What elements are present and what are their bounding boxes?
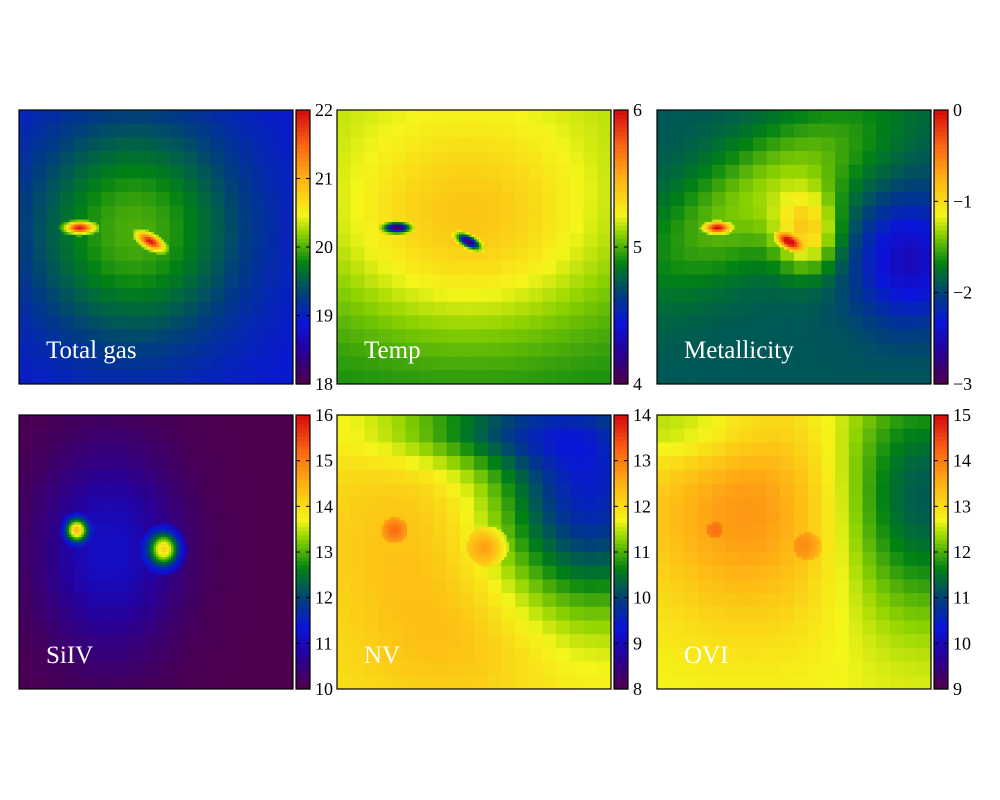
panel-label: Total gas (46, 337, 137, 364)
heatmap-image (337, 110, 611, 384)
panel-label: Metallicity (684, 337, 794, 364)
colorbar-tick-label: 11 (953, 588, 970, 608)
colorbar-tick-label: 10 (633, 588, 651, 608)
panel-1: Total gas 18 19 20 21 22 (18, 100, 333, 394)
colorbar-tick-label: 10 (953, 633, 971, 653)
panel-5: NV 8 9 10 11 12 13 14 (336, 405, 651, 699)
colorbar-tick-label: 11 (633, 542, 650, 562)
panel-frame (18, 414, 294, 690)
heatmap-image (19, 110, 293, 384)
colorbar-tick-label: 8 (633, 679, 642, 699)
panel-label: NV (364, 642, 400, 669)
colorbar-tick-label: 14 (633, 405, 651, 425)
colorbar-tick-label: 9 (633, 633, 642, 653)
colorbar-tick-label: −1 (953, 191, 972, 211)
panel-6: OVI 9 10 11 12 13 14 15 (656, 405, 971, 699)
colorbar-tick-label: −3 (953, 374, 972, 394)
panel-frame (18, 109, 294, 385)
colorbar-tick-label: 15 (953, 405, 971, 425)
heatmap-image (19, 415, 293, 689)
colorbar-tick-label: 6 (633, 100, 642, 120)
colorbar-tick-label: 21 (315, 169, 333, 189)
colorbar: 4 5 6 (613, 100, 642, 394)
panel-frame (336, 109, 612, 385)
colorbar-tick-label: 9 (953, 679, 962, 699)
panel-3: Metallicity −3 −2 −1 0 (656, 100, 972, 394)
colorbar-tick-label: 14 (953, 451, 971, 471)
panel-frame (656, 109, 932, 385)
colorbar: 18 19 20 21 22 (295, 100, 333, 394)
panel-label: SiIV (46, 642, 93, 669)
panel-4: SiIV 10 11 12 13 14 15 16 (18, 405, 333, 699)
panel-frame (336, 414, 612, 690)
panel-label: Temp (364, 337, 421, 364)
colorbar: −3 −2 −1 0 (933, 100, 972, 394)
colorbar-tick-label: 10 (315, 679, 333, 699)
heatmap-image (337, 415, 611, 689)
colorbar: 9 10 11 12 13 14 15 (933, 405, 971, 699)
colorbar-tick-label: 14 (315, 496, 333, 516)
heatmap-image (657, 415, 931, 689)
colorbar-tick-label: 12 (633, 496, 651, 516)
panel-2: Temp 4 5 6 (336, 100, 642, 394)
colorbar-tick-label: 13 (315, 542, 333, 562)
colorbar-tick-label: 0 (953, 100, 962, 120)
panel-label: OVI (684, 642, 728, 669)
heatmap-image (657, 110, 931, 384)
colorbar-tick-label: 13 (953, 496, 971, 516)
colorbar-tick-label: 11 (315, 633, 332, 653)
colorbar-tick-label: 18 (315, 374, 333, 394)
colorbar-tick-label: 19 (315, 306, 333, 326)
colorbar-tick-label: −2 (953, 283, 972, 303)
colorbar-tick-label: 22 (315, 100, 333, 120)
colorbar-tick-label: 5 (633, 237, 642, 257)
colorbar-tick-label: 15 (315, 451, 333, 471)
colorbar-frame (933, 109, 949, 385)
colorbar-tick-label: 12 (315, 588, 333, 608)
colorbar-tick-label: 4 (633, 374, 642, 394)
colorbar: 10 11 12 13 14 15 16 (295, 405, 333, 699)
colorbar-tick-label: 13 (633, 451, 651, 471)
colorbar-tick-label: 12 (953, 542, 971, 562)
colorbar-tick-label: 20 (315, 237, 333, 257)
panel-frame (656, 414, 932, 690)
colorbar-tick-label: 16 (315, 405, 333, 425)
colorbar: 8 9 10 11 12 13 14 (613, 405, 651, 699)
